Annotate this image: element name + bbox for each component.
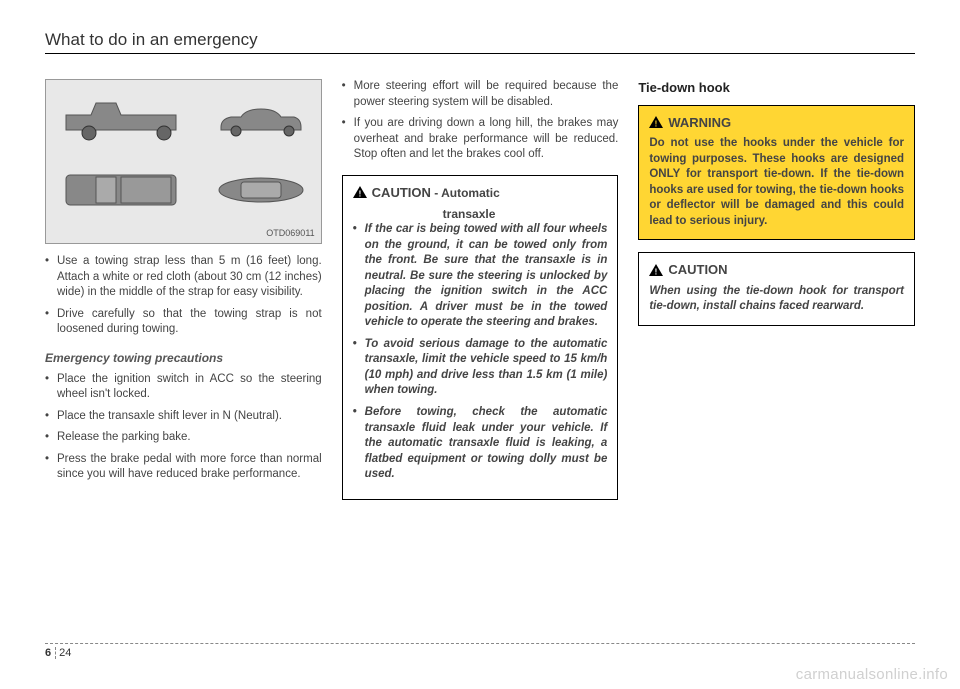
list-item: Drive carefully so that the towing strap… <box>45 307 322 338</box>
footer-divider <box>45 643 915 644</box>
svg-text:!: ! <box>655 267 658 276</box>
page-num: 24 <box>59 647 71 659</box>
caution-icon: ! <box>353 186 367 198</box>
towing-figure: OTD069011 <box>45 79 322 244</box>
svg-text:!: ! <box>655 120 658 129</box>
manual-page: What to do in an emergency <box>0 0 960 689</box>
list-item: Place the transaxle shift lever in N (Ne… <box>45 409 322 425</box>
page-header: What to do in an emergency <box>45 30 915 54</box>
chapter-number: 6 <box>45 647 56 659</box>
list-item: More steering effort will be required be… <box>342 79 619 110</box>
caution-box-transaxle: ! CAUTION - Automatic transaxle If the c… <box>342 175 619 500</box>
page-number: 624 <box>45 647 915 659</box>
caution-body-2: When using the tie-down hook for transpo… <box>649 284 904 315</box>
list-item: If the car is being towed with all four … <box>353 222 608 331</box>
svg-text:!: ! <box>358 190 361 199</box>
list-item: If you are driving down a long hill, the… <box>342 116 619 163</box>
column-3: Tie-down hook ! WARNING Do not use the h… <box>638 79 915 512</box>
column-2: More steering effort will be required be… <box>342 79 619 512</box>
list-item: Press the brake pedal with more force th… <box>45 452 322 483</box>
caution-box-tiedown: ! CAUTION When using the tie-down hook f… <box>638 252 915 326</box>
caution-title-text-2: CAUTION <box>668 261 727 279</box>
list-item: Release the parking bake. <box>45 430 322 446</box>
content-columns: OTD069011 Use a towing strap less than 5… <box>45 79 915 512</box>
column-1: OTD069011 Use a towing strap less than 5… <box>45 79 322 512</box>
caution-icon: ! <box>649 264 663 276</box>
caution-subtitle-2: transaxle <box>443 206 608 222</box>
caution-title-text: CAUTION <box>372 185 431 200</box>
list-item: Place the ignition switch in ACC so the … <box>45 372 322 403</box>
warning-title-text: WARNING <box>668 114 731 132</box>
col1-list-2: Place the ignition switch in ACC so the … <box>45 372 322 483</box>
warning-title: ! WARNING <box>649 114 904 132</box>
header-title: What to do in an emergency <box>45 30 915 50</box>
caution-subtitle-1: - Automatic <box>431 186 500 200</box>
warning-box: ! WARNING Do not use the hooks under the… <box>638 105 915 241</box>
car-top-icon <box>216 175 306 205</box>
list-item: Before towing, check the automatic trans… <box>353 405 608 483</box>
warning-icon: ! <box>649 116 663 128</box>
col1-list-1: Use a towing strap less than 5 m (16 fee… <box>45 254 322 338</box>
emergency-subheading: Emergency towing precautions <box>45 350 322 366</box>
figure-label: OTD069011 <box>266 227 314 239</box>
caution-list: If the car is being towed with all four … <box>353 222 608 482</box>
watermark: carmanualsonline.info <box>796 666 948 683</box>
page-footer: 624 <box>45 643 915 659</box>
truck-side-icon <box>61 95 181 145</box>
caution-title: ! CAUTION - Automatic <box>353 184 608 202</box>
list-item: To avoid serious damage to the automatic… <box>353 337 608 399</box>
truck-top-icon <box>61 165 181 215</box>
warning-body: Do not use the hooks under the vehicle f… <box>649 136 904 229</box>
caution-title-2: ! CAUTION <box>649 261 904 279</box>
car-side-icon <box>216 105 306 140</box>
col2-list: More steering effort will be required be… <box>342 79 619 163</box>
tiedown-heading: Tie-down hook <box>638 79 915 97</box>
list-item: Use a towing strap less than 5 m (16 fee… <box>45 254 322 301</box>
